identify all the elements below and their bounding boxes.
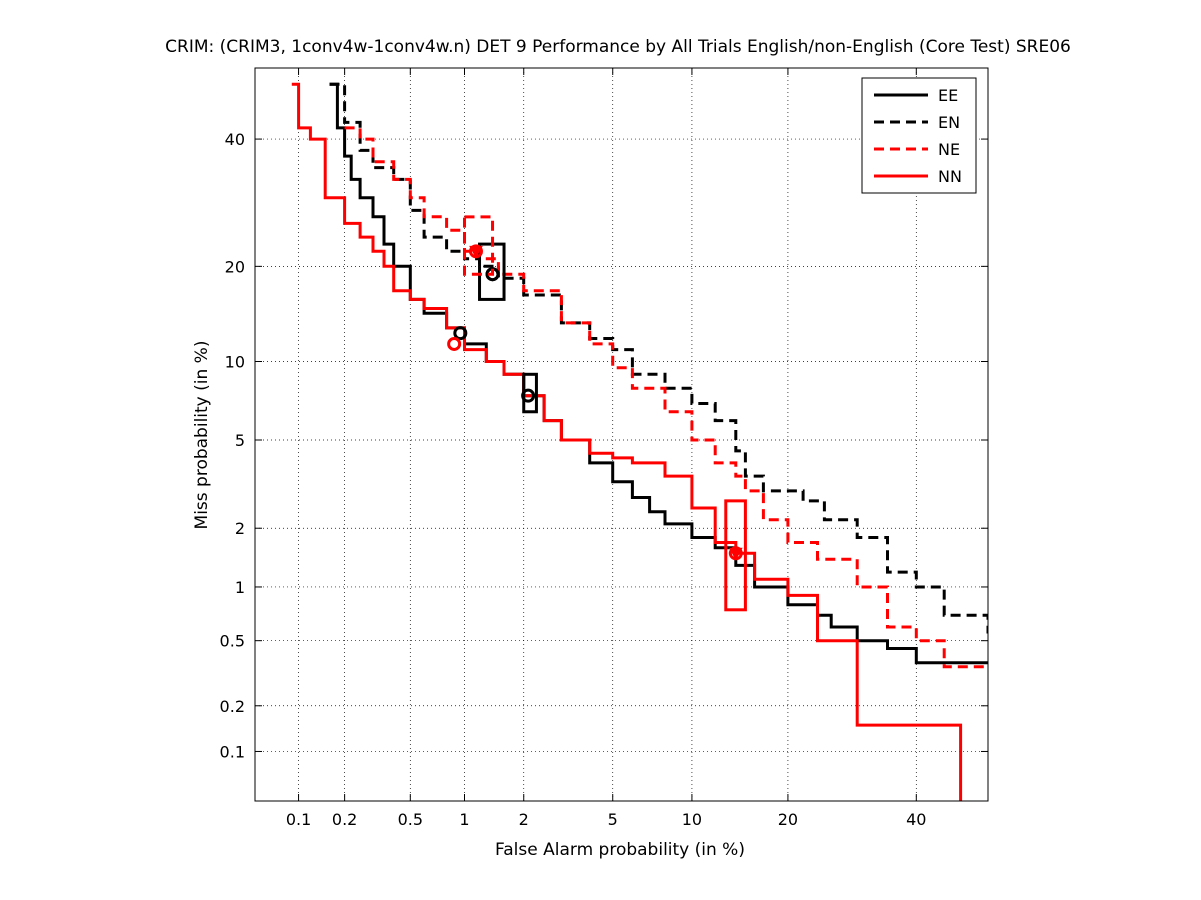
y-tick-label: 20 — [225, 257, 245, 276]
x-tick-label: 20 — [778, 810, 798, 829]
x-tick-label: 1 — [459, 810, 469, 829]
y-tick-label: 2 — [235, 519, 245, 538]
x-tick-label: 0.2 — [332, 810, 357, 829]
actual-dcf-triangle-nn — [728, 547, 743, 561]
y-tick-label: 5 — [235, 431, 245, 450]
actual-dcf-point-ee — [453, 326, 468, 341]
actual-dcf-point-extra — [521, 388, 536, 403]
min-dcf-triangle-ne — [469, 245, 483, 259]
legend-label-ee: EE — [938, 86, 958, 105]
series-line-en — [329, 82, 988, 634]
legend: EE EN NE NN — [861, 77, 977, 194]
axis-ticks: 0.1 0.2 0.5 1 2 5 10 20 40 0.1 0.2 0.5 1 2 5 10 20 40 — [220, 68, 988, 829]
x-tick-label: 40 — [906, 810, 926, 829]
confidence-box-ne — [462, 215, 495, 276]
actual-dcf-point-ne — [447, 336, 462, 351]
confidence-box-nn — [724, 499, 747, 612]
x-axis-label: False Alarm probability (in %) — [495, 840, 745, 860]
x-tick-label: 5 — [608, 810, 618, 829]
x-tick-label: 0.1 — [286, 810, 311, 829]
y-tick-label: 0.2 — [220, 697, 245, 716]
x-tick-label: 0.5 — [398, 810, 423, 829]
x-tick-label: 10 — [682, 810, 702, 829]
legend-label-nn: NN — [938, 167, 962, 186]
y-tick-label: 0.1 — [220, 742, 245, 761]
series-line-nn — [291, 82, 963, 801]
y-tick-label: 10 — [225, 353, 245, 372]
y-tick-label: 40 — [225, 130, 245, 149]
legend-label-ne: NE — [938, 140, 960, 159]
min-dcf-point-en — [485, 267, 500, 282]
y-tick-label: 1 — [235, 578, 245, 597]
y-tick-label: 0.5 — [220, 632, 245, 651]
legend-box — [861, 77, 977, 194]
y-axis-label: Miss probability (in %) — [192, 341, 212, 530]
legend-label-en: EN — [938, 113, 960, 132]
plot-frame — [254, 67, 989, 802]
x-tick-label: 2 — [519, 810, 529, 829]
series-line-ne — [344, 126, 988, 669]
markers — [447, 215, 747, 612]
chart-title: CRIM: (CRIM3, 1conv4w-1conv4w.n) DET 9 P… — [165, 37, 1071, 57]
